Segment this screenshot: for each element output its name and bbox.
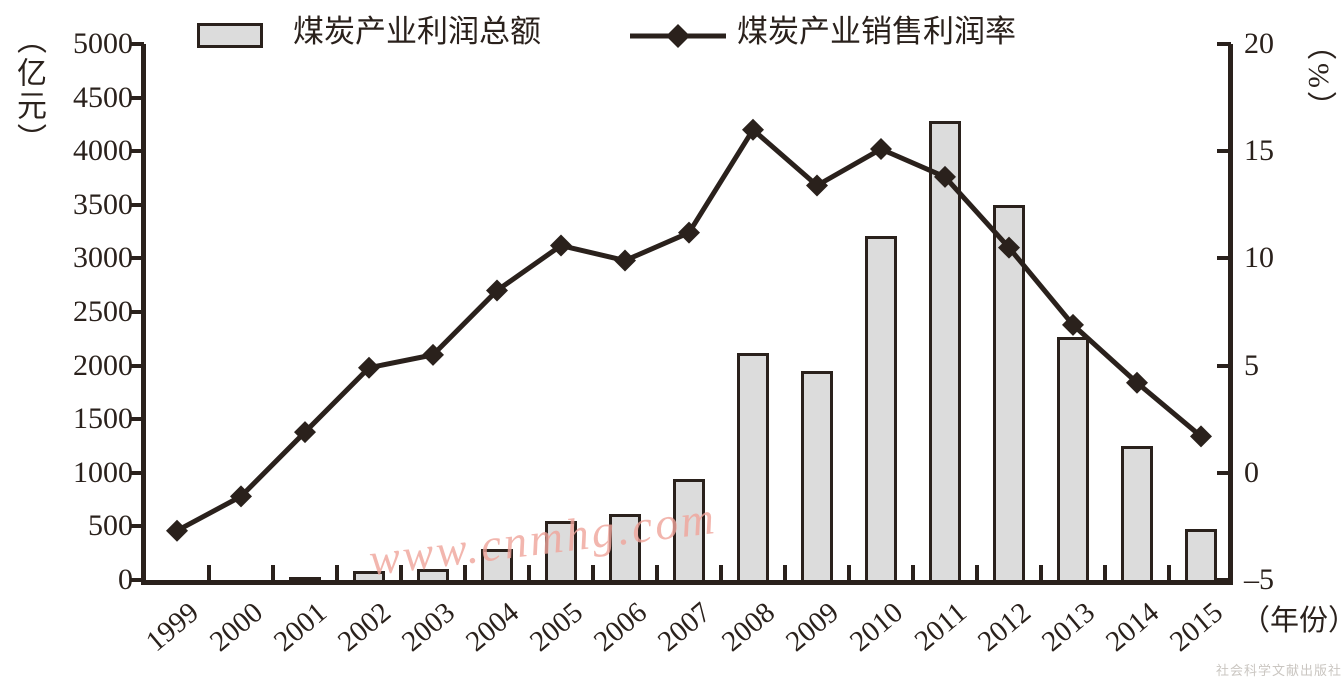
y-right-tick-label-20: 20 bbox=[1244, 27, 1274, 60]
x-tick-2009 bbox=[783, 565, 787, 580]
y-left-tick-label-1000: 1000 bbox=[73, 455, 133, 489]
line-point-2015 bbox=[1190, 425, 1212, 448]
x-tick-2004 bbox=[463, 565, 467, 580]
line-point-2002 bbox=[358, 356, 380, 379]
x-tick-2008 bbox=[719, 565, 723, 580]
bar-2010 bbox=[865, 235, 897, 583]
y-left-tick-label-2500: 2500 bbox=[73, 295, 133, 328]
y-right-tick-label-10: 10 bbox=[1244, 241, 1274, 275]
bar-2015 bbox=[1185, 528, 1217, 583]
x-tick-2001 bbox=[271, 565, 275, 580]
x-tick-2015 bbox=[1167, 565, 1171, 580]
line-point-2008 bbox=[742, 118, 764, 141]
y-right-tick-label-0: 0 bbox=[1244, 455, 1259, 489]
y-left-tick-1500 bbox=[130, 417, 144, 422]
y-right-tick--5 bbox=[1217, 578, 1231, 582]
x-tick-2006 bbox=[591, 565, 595, 580]
legend-line-label: 煤炭产业销售利润率 bbox=[737, 14, 1016, 49]
line-point-2012 bbox=[998, 236, 1020, 259]
x-tick-2010 bbox=[847, 565, 851, 580]
line-point-2004 bbox=[486, 279, 508, 302]
bar-2009 bbox=[801, 370, 833, 583]
y-left-tick-label-500: 500 bbox=[88, 509, 133, 543]
y-left-tick-label-4000: 4000 bbox=[73, 134, 133, 168]
line-point-2001 bbox=[294, 421, 316, 444]
x-axis-unit-label: （年份） bbox=[1241, 605, 1343, 637]
x-tick-2013 bbox=[1039, 565, 1043, 580]
legend-line-swatch bbox=[630, 24, 726, 48]
y-left-tick-label-5000: 5000 bbox=[73, 27, 133, 60]
bar-2005 bbox=[545, 521, 577, 583]
y-left-tick-1000 bbox=[130, 470, 144, 475]
line-point-2014 bbox=[1126, 371, 1148, 394]
y-left-tick-4500 bbox=[130, 95, 144, 100]
bar-2014 bbox=[1121, 446, 1153, 583]
line-point-2010 bbox=[870, 138, 892, 161]
bar-2002 bbox=[353, 571, 385, 583]
y-left-tick-label-3000: 3000 bbox=[73, 241, 133, 275]
publisher-watermark-text: 社会科学文献出版社 bbox=[1216, 663, 1343, 678]
line-point-2013 bbox=[1062, 313, 1084, 336]
x-tick-2007 bbox=[655, 565, 659, 580]
line-point-2011 bbox=[934, 165, 956, 188]
line-point-2003 bbox=[422, 343, 444, 366]
profit-margin-line bbox=[175, 127, 1203, 533]
y-right-tick-20 bbox=[1217, 42, 1231, 46]
left-axis-unit-label: （亿元） bbox=[12, 24, 45, 156]
bar-2003 bbox=[417, 569, 449, 583]
bar-2011 bbox=[929, 121, 961, 583]
y-right-tick-5 bbox=[1217, 363, 1231, 368]
x-tick-2002 bbox=[335, 565, 339, 580]
line-point-1999 bbox=[166, 519, 188, 542]
legend-bar-label: 煤炭产业利润总额 bbox=[293, 14, 541, 49]
y-left-tick-2500 bbox=[130, 310, 144, 314]
bar-2012 bbox=[993, 204, 1025, 583]
bar-2001 bbox=[289, 576, 321, 583]
y-left-tick-2000 bbox=[130, 363, 144, 368]
y-left-tick-0 bbox=[130, 578, 144, 582]
bar-2007 bbox=[673, 479, 705, 583]
y-axis-left-line bbox=[141, 44, 146, 585]
y-right-tick-10 bbox=[1217, 256, 1231, 261]
y-right-tick-0 bbox=[1217, 470, 1231, 475]
y-left-tick-3500 bbox=[130, 202, 144, 207]
y-right-tick-label--5: –5 bbox=[1244, 563, 1274, 596]
x-tick-2000 bbox=[207, 565, 211, 580]
x-tick-2012 bbox=[975, 565, 979, 580]
line-point-2007 bbox=[678, 221, 700, 244]
bar-2013 bbox=[1057, 336, 1089, 583]
bar-2006 bbox=[609, 513, 641, 583]
x-tick-2014 bbox=[1103, 565, 1107, 580]
bar-2004 bbox=[481, 548, 513, 583]
y-right-tick-label-5: 5 bbox=[1244, 348, 1259, 382]
line-point-2006 bbox=[614, 249, 636, 272]
y-left-tick-label-1500: 1500 bbox=[73, 402, 133, 436]
y-left-tick-label-0: 0 bbox=[118, 563, 133, 596]
y-left-tick-4000 bbox=[130, 149, 144, 154]
x-tick-2003 bbox=[399, 565, 403, 580]
y-left-tick-label-3500: 3500 bbox=[73, 187, 133, 221]
y-left-tick-label-2000: 2000 bbox=[73, 348, 133, 382]
bar-2008 bbox=[737, 352, 769, 583]
line-point-2005 bbox=[550, 234, 572, 257]
line-point-2000 bbox=[230, 485, 252, 508]
y-right-tick-label-15: 15 bbox=[1244, 134, 1274, 168]
y-axis-right-line bbox=[1228, 44, 1233, 585]
y-left-tick-5000 bbox=[130, 42, 144, 46]
x-tick-2011 bbox=[911, 565, 915, 580]
x-tick-2005 bbox=[527, 565, 531, 580]
legend-bar-swatch bbox=[197, 23, 263, 48]
y-right-tick-15 bbox=[1217, 149, 1231, 154]
y-left-tick-3000 bbox=[130, 256, 144, 261]
line-point-2009 bbox=[806, 174, 828, 197]
y-left-tick-label-4500: 4500 bbox=[73, 80, 133, 114]
right-axis-unit-label: （%） bbox=[1302, 30, 1335, 124]
y-left-tick-500 bbox=[130, 524, 144, 529]
